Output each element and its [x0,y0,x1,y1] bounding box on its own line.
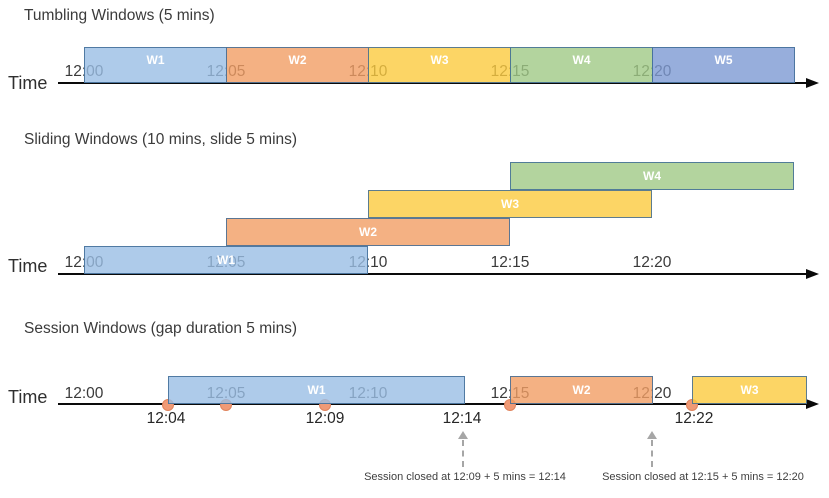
sliding-window-w2-label: W2 [359,225,377,239]
sliding-window-w1: W1 [84,246,368,274]
session-window-w2-label: W2 [572,383,591,397]
session-window-w3: W3 [692,376,807,404]
sliding-window-w1-label: W1 [217,253,235,267]
callout-arrow-line-2 [651,440,653,467]
sliding-time-label: Time [8,256,48,276]
session-closed-note-1: Session closed at 12:09 + 5 mins = 12:14 [364,471,566,483]
tumbling-window-w1: W1 [84,47,227,83]
sliding-tick-1215: 12:15 [490,254,530,271]
session-section-title: Session Windows (gap duration 5 mins) [24,320,298,337]
callout-arrow-line-1 [462,440,464,467]
session-window-w1: W1 [168,376,465,404]
session-window-w3-label: W3 [740,383,759,397]
event-label-1204: 12:04 [146,410,186,427]
session-closed-note-2: Session closed at 12:15 + 5 mins = 12:20 [602,471,804,483]
sliding-window-w4: W4 [510,162,794,190]
sliding-tick-1220: 12:20 [632,254,672,271]
sliding-window-w3: W3 [368,190,652,218]
tumbling-window-w4: W4 [510,47,653,83]
tumbling-window-w2: W2 [226,47,369,83]
sliding-section-title: Sliding Windows (10 mins, slide 5 mins) [24,131,298,148]
event-label-1222: 12:22 [674,410,714,427]
event-label-1214: 12:14 [442,410,482,427]
session-tick-1200: 12:00 [64,385,104,402]
tumbling-time-axis [58,82,807,84]
session-time-label: Time [8,387,48,407]
session-window-w2: W2 [510,376,653,404]
tumbling-window-w5: W5 [652,47,795,83]
session-window-w1-label: W1 [307,383,326,397]
callout-arrow-up-icon-1 [458,431,468,439]
tumbling-window-w1-label: W1 [146,53,165,67]
sliding-axis-arrowhead-icon [806,269,819,279]
tumbling-section-title: Tumbling Windows (5 mins) [24,7,215,24]
tumbling-window-w3-label: W3 [430,53,449,67]
session-axis-arrowhead-icon [806,399,819,409]
tumbling-window-w5-label: W5 [714,53,733,67]
tumbling-time-label: Time [8,73,48,93]
tumbling-window-w4-label: W4 [572,53,591,67]
tumbling-window-w2-label: W2 [288,53,307,67]
session-time-axis [58,403,807,405]
sliding-window-w2: W2 [226,218,510,246]
sliding-time-axis [58,273,807,275]
tumbling-window-w3: W3 [368,47,511,83]
event-label-1209: 12:09 [305,410,345,427]
sliding-window-w3-label: W3 [501,197,519,211]
callout-arrow-up-icon-2 [647,431,657,439]
tumbling-axis-arrowhead-icon [806,78,819,88]
sliding-window-w4-label: W4 [643,169,661,183]
